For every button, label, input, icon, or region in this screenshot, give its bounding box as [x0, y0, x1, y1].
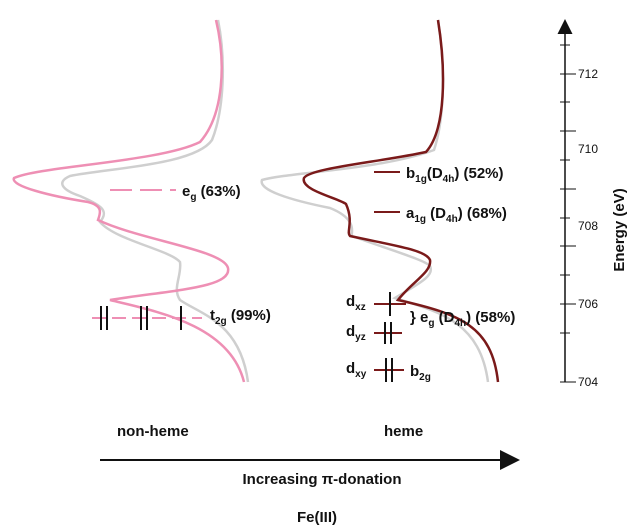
heme-dyz-label: dyz — [346, 323, 366, 343]
heme-column-label: heme — [384, 423, 423, 440]
non-heme-eg-label: eg (63%) — [182, 183, 241, 203]
heme-b1g-label: b1g(D4h) (52%) — [406, 165, 504, 185]
heme-dxz-label: dxz — [346, 293, 366, 313]
energy-tick-704: 704 — [578, 375, 598, 389]
energy-tick-706: 706 — [578, 297, 598, 311]
energy-axis-minor-ticks — [560, 44, 570, 334]
heme-eg-label: } eg (D4h) (58%) — [410, 309, 515, 329]
heme-dxy-label: dxy — [346, 360, 367, 380]
non-heme-t2g-label: t2g (99%) — [210, 307, 271, 327]
heme-a1g-label: a1g (D4h) (68%) — [406, 205, 507, 225]
non-heme-column-label: non-heme — [117, 423, 189, 440]
metal-label: Fe(III) — [297, 509, 337, 526]
energy-tick-710: 710 — [578, 142, 598, 156]
heme-reference-spectrum — [260, 19, 490, 383]
energy-axis-major-ticks — [560, 73, 576, 383]
energy-axis-label: Energy (eV) — [611, 188, 628, 271]
energy-tick-708: 708 — [578, 219, 598, 233]
non-heme-reference-spectrum — [61, 19, 250, 383]
heme-spectrum — [302, 19, 500, 383]
non-heme-spectrum — [12, 19, 246, 383]
energy-tick-712: 712 — [578, 67, 598, 81]
pi-donation-label: Increasing π-donation — [243, 471, 402, 488]
non-heme-t2g-electrons — [100, 306, 182, 330]
heme-dxy-electrons — [385, 358, 393, 382]
heme-b2g-label: b2g — [410, 363, 431, 383]
heme-dyz-electrons — [384, 322, 392, 344]
